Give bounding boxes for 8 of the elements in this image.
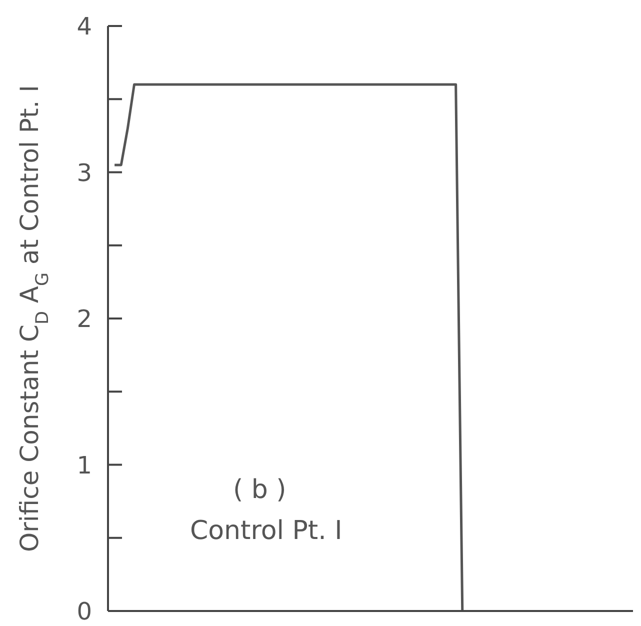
- annotation: ( b ): [233, 475, 286, 505]
- y-tick-label: 3: [76, 158, 92, 187]
- line-series: [113, 83, 464, 611]
- y-tick-label: 1: [76, 451, 92, 480]
- y-tick-label: 0: [76, 598, 92, 626]
- y-tick-label: 2: [76, 305, 92, 334]
- annotation: Control Pt. I: [190, 516, 342, 546]
- y-tick-label: 4: [76, 12, 92, 41]
